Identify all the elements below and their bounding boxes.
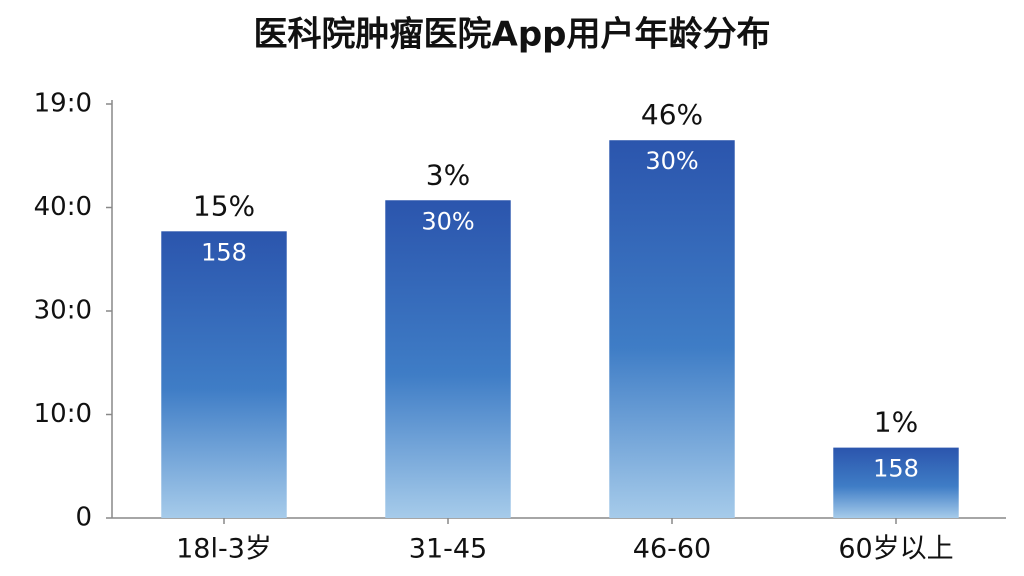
chart-title: 医科院肿瘤医院App用户年龄分布 bbox=[254, 15, 771, 55]
x-tick-label: 31-45 bbox=[409, 534, 487, 565]
bar-inner-label: 158 bbox=[201, 238, 247, 266]
y-tick-label: 0 bbox=[75, 503, 92, 533]
bar-inner-label: 158 bbox=[873, 455, 919, 483]
x-tick-label: 60岁以上 bbox=[838, 534, 953, 565]
y-tick-label: 30:0 bbox=[34, 296, 92, 326]
bar bbox=[161, 231, 287, 518]
bar-top-label: 15% bbox=[193, 189, 255, 222]
bar-inner-label: 30% bbox=[421, 207, 474, 235]
bar bbox=[833, 447, 959, 518]
y-tick-label: 19:0 bbox=[34, 89, 92, 119]
y-tick-label: 10:0 bbox=[34, 399, 92, 429]
x-tick-label: 46-60 bbox=[633, 534, 711, 565]
bar-top-label: 3% bbox=[426, 158, 470, 191]
bar-inner-label: 30% bbox=[645, 147, 698, 175]
bar-top-label: 1% bbox=[874, 406, 918, 439]
bar bbox=[385, 200, 511, 518]
x-tick-label: 18l-3岁 bbox=[176, 534, 272, 565]
bar-top-label: 46% bbox=[641, 98, 703, 131]
bar bbox=[609, 140, 735, 518]
y-tick-label: 40:0 bbox=[34, 192, 92, 222]
